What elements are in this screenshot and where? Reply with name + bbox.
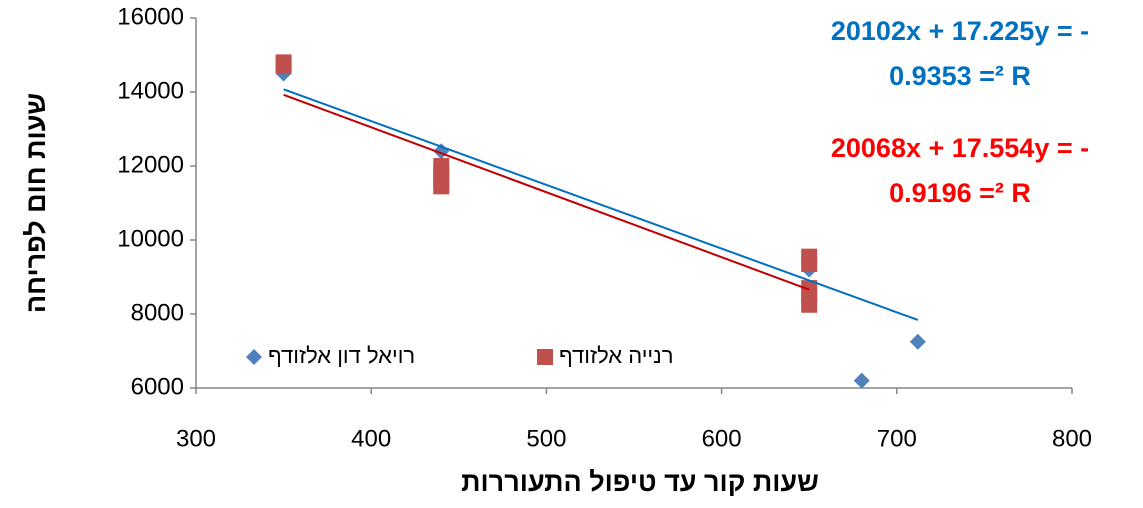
equation-label: 20102x + 17.225y = - <box>831 16 1089 46</box>
x-axis-title: שעות קור עד טיפול התעוררות <box>461 467 819 497</box>
y-tick-label: 12000 <box>117 151 184 178</box>
x-tick-label: 500 <box>526 425 566 452</box>
equation-label: 0.9353 =² R <box>889 61 1031 91</box>
legend-label: רנייה אלזודף <box>559 343 673 368</box>
equation-label: 0.9196 =² R <box>889 178 1031 208</box>
legend-label: רויאל דון אלזודף <box>268 343 415 368</box>
data-point <box>433 178 450 195</box>
y-axis-title: שעות חום לפריחה <box>21 93 51 313</box>
legend-marker <box>537 349 553 365</box>
equation-label: 20068x + 17.554y = - <box>831 133 1089 163</box>
data-point <box>275 58 292 75</box>
trendline <box>283 93 810 291</box>
data-point <box>801 256 818 273</box>
x-tick-label: 400 <box>351 425 391 452</box>
data-point <box>801 296 818 313</box>
y-tick-label: 10000 <box>117 225 184 252</box>
x-tick-label: 600 <box>702 425 742 452</box>
x-tick-label: 800 <box>1052 425 1092 452</box>
y-tick-label: 8000 <box>131 299 184 326</box>
data-point <box>853 372 870 389</box>
x-tick-label: 700 <box>877 425 917 452</box>
x-tick-label: 300 <box>176 425 216 452</box>
data-point <box>909 333 926 350</box>
y-tick-label: 16000 <box>117 3 184 30</box>
trendline <box>283 88 919 321</box>
y-tick-label: 6000 <box>131 373 184 400</box>
legend-marker <box>246 349 262 365</box>
y-tick-label: 14000 <box>117 77 184 104</box>
